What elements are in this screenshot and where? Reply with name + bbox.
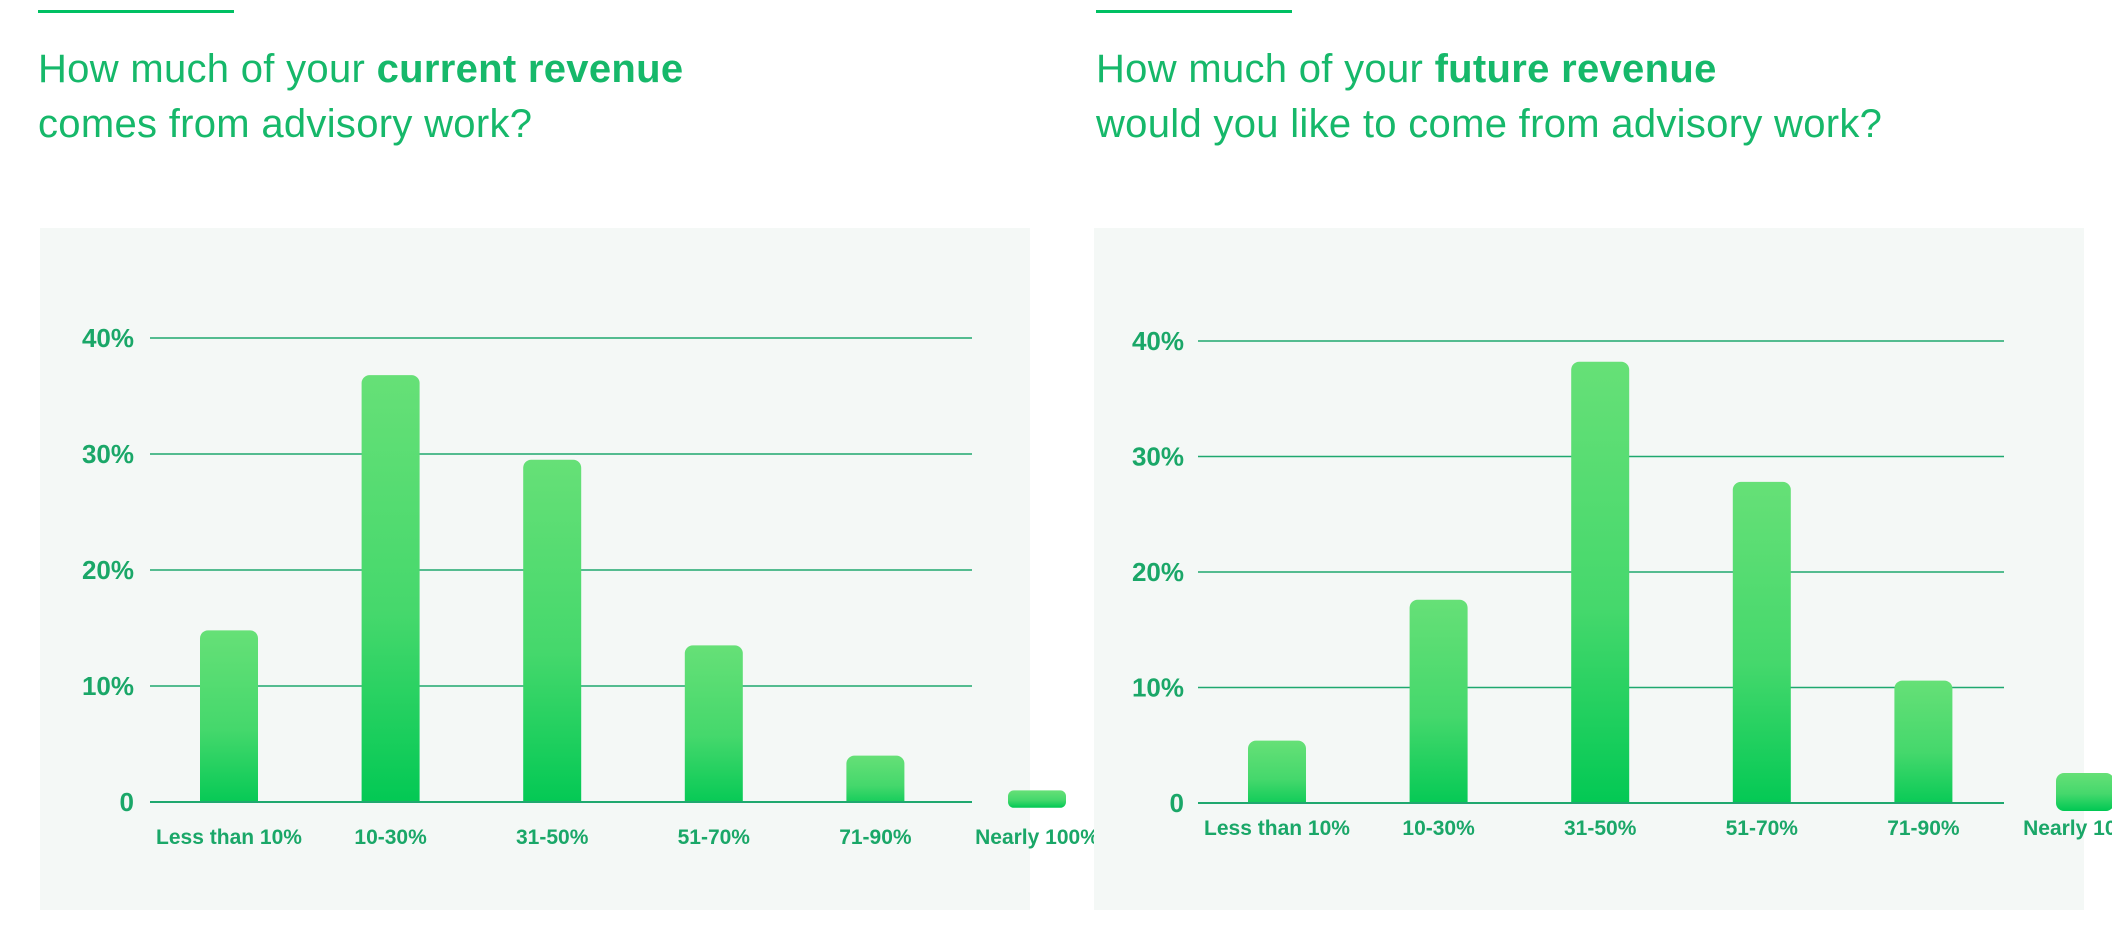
bar: [2056, 772, 2112, 811]
accent-rule: [1096, 10, 1292, 13]
title-emphasis: future revenue: [1434, 47, 1717, 91]
y-tick-label: 10%: [82, 671, 134, 701]
x-category-label: Less than 10%: [1204, 817, 1350, 840]
bar: [523, 459, 582, 810]
current-revenue-bar-chart: 0 10% 20% 30% 40% Less than 10% 10-30% 31-50% 51…: [82, 323, 1099, 849]
future-revenue-bar-chart: 0 10% 20% 30% 40% Less than 10% 10-30% 31-50% 51…: [1132, 326, 2112, 840]
y-tick-label: 0: [120, 787, 134, 817]
future-revenue-panel: How much of your future revenue would yo…: [1094, 0, 2112, 931]
bar: [1732, 481, 1791, 811]
y-tick-label: 20%: [1132, 557, 1184, 587]
y-tick-label: 0: [1170, 788, 1184, 818]
bar: [846, 755, 905, 810]
y-tick-label: 30%: [1132, 442, 1184, 472]
bar: [1571, 361, 1630, 811]
bar: [200, 630, 258, 810]
baseline-mask: [150, 803, 972, 815]
x-category-label: Nearly 100%: [2023, 817, 2112, 840]
bar: [1894, 680, 1953, 811]
bar: [684, 645, 743, 810]
bar: [1409, 599, 1468, 811]
title-line-2: would you like to come from advisory wor…: [1096, 102, 1883, 146]
title-emphasis: current revenue: [376, 47, 684, 91]
x-category-label: 71-90%: [1887, 817, 1960, 840]
accent-rule: [38, 10, 234, 13]
title-line-2: comes from advisory work?: [38, 102, 533, 146]
bar: [361, 375, 420, 810]
x-category-label: 71-90%: [839, 826, 912, 849]
y-tick-label: 20%: [82, 555, 134, 585]
future-revenue-chart: 0 10% 20% 30% 40% Less than 10% 10-30% 31-50% 51…: [1094, 228, 2112, 910]
x-category-label: 31-50%: [1564, 817, 1637, 840]
x-category-label: Nearly 100%: [975, 826, 1099, 849]
y-tick-label: 40%: [1132, 326, 1184, 356]
x-category-label: Less than 10%: [156, 826, 302, 849]
x-category-label: 51-70%: [1726, 817, 1799, 840]
current-revenue-chart: 0 10% 20% 30% 40% Less than 10% 10-30% 31-50% 51…: [40, 228, 1099, 910]
x-category-label: 10-30%: [1402, 817, 1475, 840]
current-revenue-panel: How much of your current revenue comes f…: [38, 0, 1099, 931]
y-tick-label: 10%: [1132, 673, 1184, 703]
y-tick-label: 40%: [82, 323, 134, 353]
x-category-label: 31-50%: [516, 826, 589, 849]
y-tick-label: 30%: [82, 439, 134, 469]
x-category-label: 51-70%: [678, 826, 751, 849]
bar: [1008, 790, 1066, 808]
future-revenue-title: How much of your future revenue would yo…: [1096, 42, 1882, 152]
current-revenue-title: How much of your current revenue comes f…: [38, 42, 683, 152]
baseline-mask: [1198, 804, 2004, 816]
x-category-label: 10-30%: [354, 826, 427, 849]
bar: [1248, 740, 1306, 811]
